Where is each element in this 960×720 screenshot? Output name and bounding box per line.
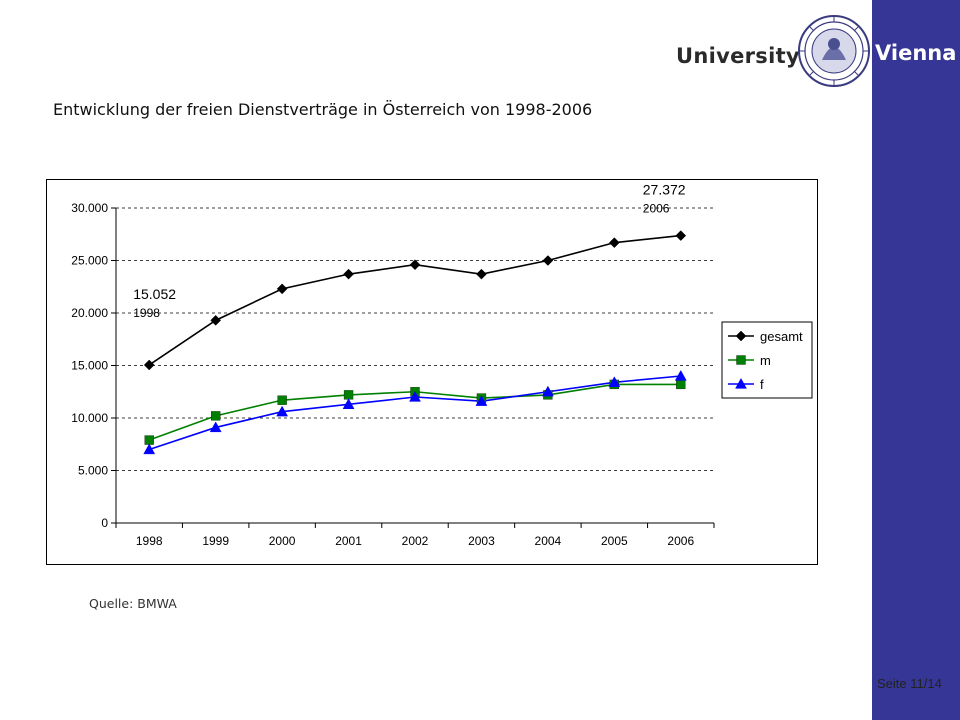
source-note: Quelle: BMWA	[89, 596, 177, 611]
data-point-gesamt	[276, 283, 288, 295]
data-point-f	[608, 376, 621, 387]
x-tick-label: 2000	[269, 534, 296, 548]
x-tick-label: 2002	[402, 534, 429, 548]
data-point-gesamt	[343, 268, 354, 280]
brand-university: University	[676, 44, 800, 68]
legend-marker-f	[735, 377, 747, 389]
x-tick-label: 1998	[136, 534, 163, 548]
y-tick-label: 5.000	[78, 464, 108, 478]
slide-title: Entwicklung der freien Dienstverträge in…	[53, 100, 593, 119]
data-point-m	[343, 390, 354, 400]
y-tick-label: 10.000	[71, 411, 108, 425]
y-tick-label: 25.000	[71, 254, 108, 268]
data-point-f	[475, 395, 488, 406]
brand-vienna: Vienna	[875, 41, 957, 65]
legend-marker-m	[736, 355, 746, 365]
chart-frame	[46, 179, 818, 565]
data-point-m	[277, 395, 287, 405]
line-chart: 0 5.000 10.000 15.000 20.000 25.000 30.000 199…	[46, 179, 818, 565]
data-point-gesamt	[210, 314, 222, 326]
x-tick-label: 2006	[667, 534, 694, 548]
data-point-gesamt	[143, 359, 155, 371]
data-point-f	[276, 405, 289, 417]
annotation-year: 1998	[133, 306, 160, 320]
data-point-f	[409, 390, 421, 402]
y-tick-label: 20.000	[71, 306, 108, 320]
legend-label-f: f	[760, 377, 764, 392]
data-point-m	[676, 379, 686, 390]
x-tick-label: 2005	[601, 534, 628, 548]
data-point-m	[144, 435, 154, 445]
data-point-gesamt	[608, 237, 620, 249]
legend-label-m: m	[760, 353, 771, 368]
sidebar-band	[872, 0, 960, 720]
x-tick-label: 2001	[335, 534, 362, 548]
university-seal	[798, 15, 870, 87]
y-tick-label: 30.000	[71, 201, 108, 215]
annotation-value: 27.372	[643, 182, 686, 198]
data-point-gesamt	[675, 230, 687, 241]
annotation-year: 2006	[643, 202, 670, 216]
y-tick-label: 0	[101, 516, 108, 530]
data-point-gesamt	[409, 259, 421, 271]
legend-label-gesamt: gesamt	[760, 329, 803, 344]
data-point-m	[211, 411, 221, 421]
annotation-value: 15.052	[133, 286, 176, 302]
x-tick-label: 1999	[202, 534, 229, 548]
data-point-f	[541, 385, 554, 397]
page-number: Seite 11/14	[877, 676, 942, 691]
data-point-f	[342, 398, 355, 409]
y-tick-label: 15.000	[71, 359, 108, 373]
data-point-f	[143, 443, 156, 455]
data-point-f	[674, 369, 687, 381]
x-tick-label: 2004	[535, 534, 562, 548]
data-point-f	[209, 421, 222, 433]
data-point-gesamt	[476, 268, 487, 280]
legend-marker-gesamt	[735, 330, 747, 342]
x-tick-label: 2003	[468, 534, 495, 548]
data-point-gesamt	[542, 255, 554, 266]
